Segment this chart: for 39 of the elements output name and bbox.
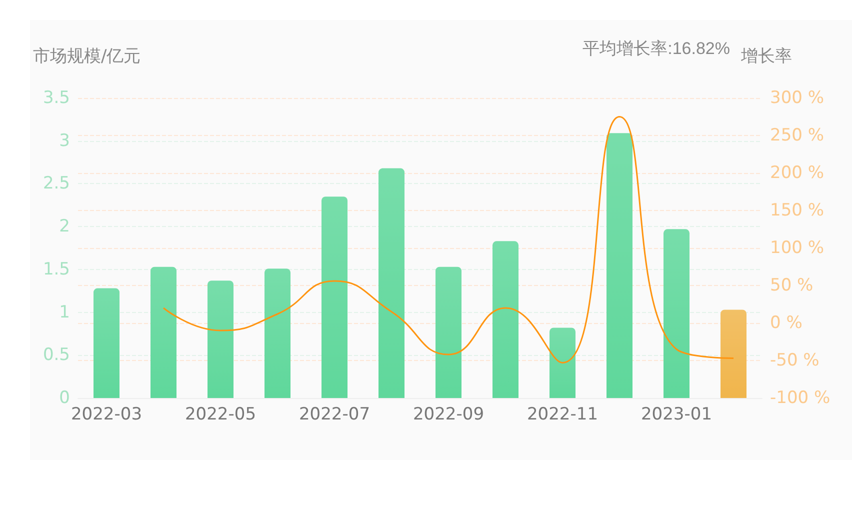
x-tick-label: 2022-07 — [298, 404, 370, 424]
y-tick-label: 3.5 — [42, 88, 70, 108]
y2-tick-label: 200 % — [770, 163, 824, 183]
bar — [378, 168, 404, 398]
y2-tick-label: 300 % — [770, 88, 824, 108]
bar — [322, 196, 348, 398]
bar — [720, 310, 746, 398]
line-series — [162, 116, 734, 364]
bar — [492, 241, 518, 398]
y2-tick-label: 150 % — [770, 200, 824, 220]
y-tick-label: 1.5 — [42, 259, 70, 280]
bar — [664, 229, 690, 398]
y-axis-title: 市场规模/亿元 — [33, 46, 141, 66]
bar — [606, 133, 632, 398]
x-tick-label: 2023-01 — [640, 404, 712, 424]
x-tick-label: 2022-09 — [412, 404, 484, 424]
bar — [150, 266, 176, 398]
y2-tick-label: 100 % — [770, 238, 824, 258]
bar — [94, 288, 120, 398]
y-tick-label: 2 — [59, 216, 70, 237]
text: 平均增长率:16.82% — [582, 39, 730, 58]
y-tick-label: 0 — [59, 388, 70, 408]
bar — [208, 280, 234, 398]
y2-tick-label: 250 % — [770, 126, 824, 146]
y2-axis-title: 增长率 — [740, 46, 792, 66]
bar — [436, 266, 462, 398]
y2-tick-label: -100 % — [770, 388, 830, 408]
x-tick-label: 2022-03 — [70, 404, 142, 424]
y-tick-label: 1 — [59, 302, 70, 322]
y2-tick-label: -50 % — [770, 350, 820, 370]
y-tick-label: 2.5 — [42, 174, 70, 194]
y2-tick-label: 0 % — [770, 313, 802, 333]
x-tick-label: 2022-05 — [184, 404, 256, 424]
bar — [550, 328, 576, 398]
y2-tick-label: 50 % — [770, 276, 814, 296]
x-tick-label: 2022-11 — [526, 404, 598, 424]
bar — [264, 268, 290, 398]
y-tick-label: 3 — [59, 130, 70, 151]
y-tick-label: 0.5 — [42, 345, 70, 366]
